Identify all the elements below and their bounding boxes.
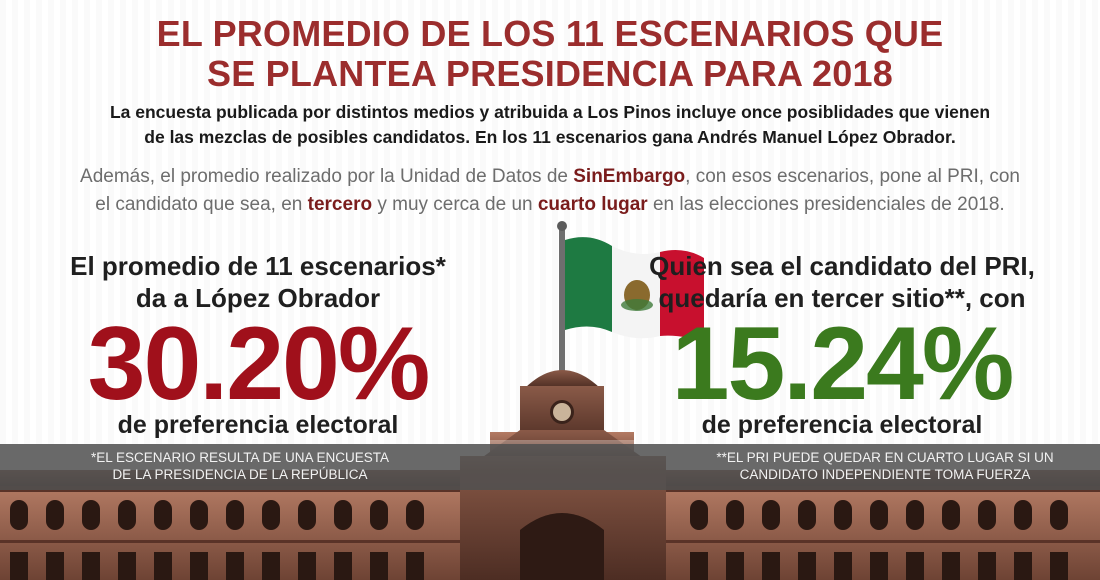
footnote-right-line-1: **EL PRI PUEDE QUEDAR EN CUARTO LUGAR SI…	[716, 450, 1054, 465]
title-line-1: EL PROMEDIO DE LOS 11 ESCENARIOS QUE	[156, 13, 944, 54]
flag-pole	[559, 228, 565, 388]
left-stat-heading-2: da a López Obrador	[135, 283, 381, 313]
brand-name: SinEmbargo	[573, 166, 686, 187]
palace-windows	[10, 500, 1068, 580]
left-stat-subtitle: de preferencia electoral	[117, 411, 399, 439]
title-line-2: SE PLANTEA PRESIDENCIA PARA 2018	[207, 53, 893, 94]
right-stat-heading-1: Quien sea el candidato del PRI,	[649, 251, 1035, 281]
right-stat-heading-2: quedaría en tercer sitio**, con	[658, 283, 1026, 313]
note-part-2: , con esos escenarios, pone al PRI, con	[685, 166, 1020, 187]
lead-line-2: de las mezclas de posibles candidatos. E…	[144, 127, 956, 147]
note-part-4: y muy cerca de un	[372, 194, 538, 215]
flag-pole-tip	[557, 221, 567, 231]
emphasis-tercero: tercero	[307, 194, 373, 215]
lead-paragraph: La encuesta publicada por distintos medi…	[40, 100, 1060, 150]
main-title: EL PROMEDIO DE LOS 11 ESCENARIOS QUE SE …	[0, 14, 1100, 94]
lopez-obrador-stat: El promedio de 11 escenarios* da a López…	[38, 250, 478, 440]
footnote-left-line-2: DE LA PRESIDENCIA DE LA REPÚBLICA	[112, 467, 368, 482]
pri-stat: Quien sea el candidato del PRI, quedaría…	[622, 250, 1062, 440]
left-stat-value: 30.20%	[87, 306, 431, 422]
note-part-5: en las elecciones presidenciales de 2018…	[647, 194, 1005, 215]
lead-line-1: La encuesta publicada por distintos medi…	[109, 102, 991, 122]
footnote-right-line-2: CANDIDATO INDEPENDIENTE TOMA FUERZA	[739, 467, 1031, 482]
footnote-right: **EL PRI PUEDE QUEDAR EN CUARTO LUGAR SI…	[695, 449, 1075, 483]
left-stat-heading-1: El promedio de 11 escenarios*	[70, 251, 446, 281]
note-part-3: el candidato que sea, en	[95, 194, 308, 215]
emphasis-cuarto-lugar: cuarto lugar	[537, 194, 648, 215]
mexico-flag-icon	[565, 237, 704, 344]
footnote-band	[0, 444, 1100, 490]
footnote-left-line-1: *EL ESCENARIO RESULTA DE UNA ENCUESTA	[90, 450, 390, 465]
note-part-1: Además, el promedio realizado por la Uni…	[80, 166, 574, 187]
footnote-left: *EL ESCENARIO RESULTA DE UNA ENCUESTA DE…	[60, 449, 420, 483]
right-stat-value: 15.24%	[671, 306, 1015, 422]
analysis-note: Además, el promedio realizado por la Uni…	[30, 163, 1070, 219]
right-stat-subtitle: de preferencia electoral	[701, 411, 983, 439]
